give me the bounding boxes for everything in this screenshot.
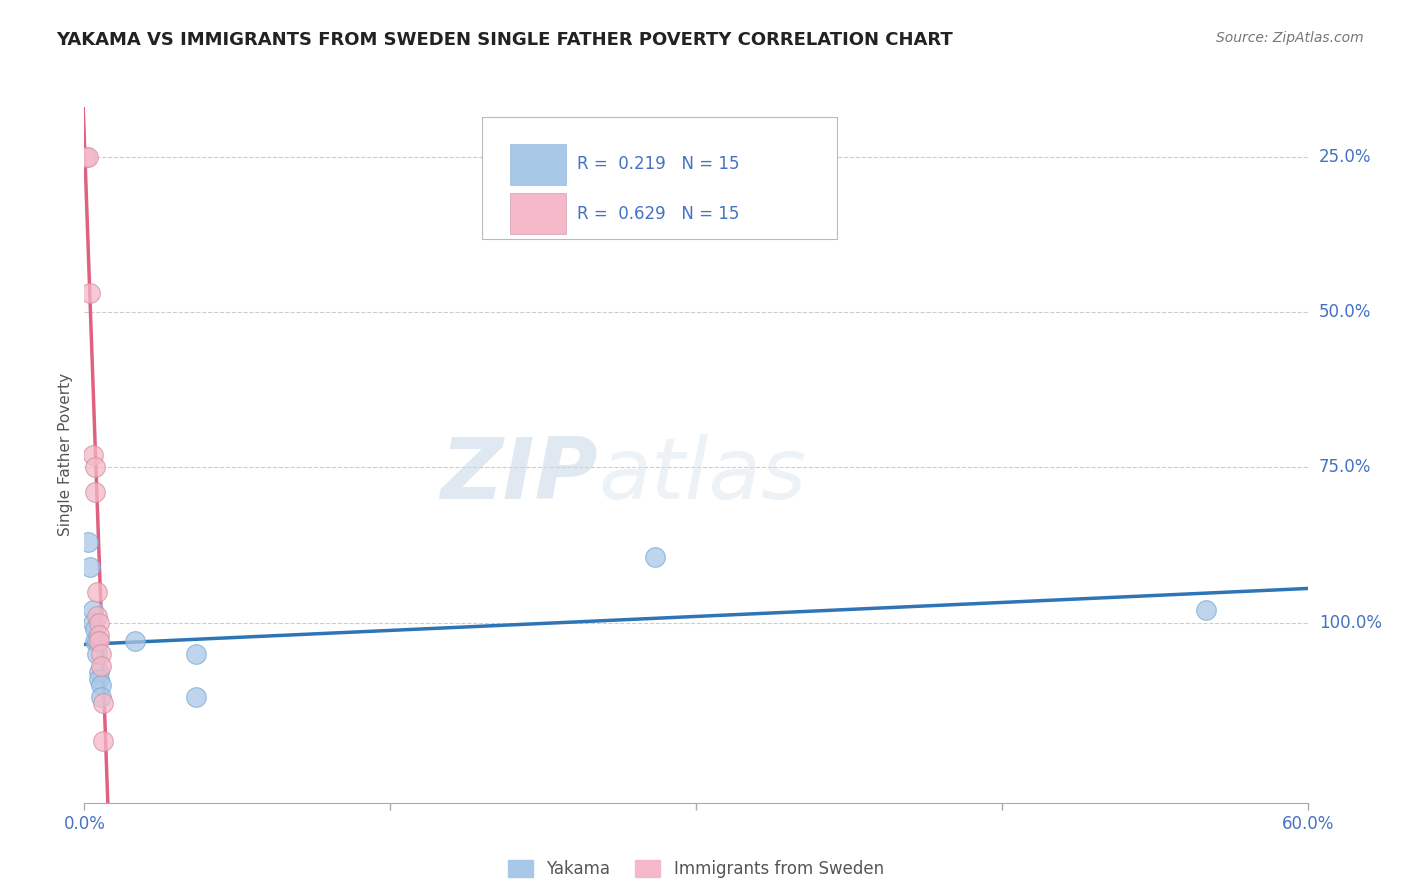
Point [79,559,101,574]
Point [90,690,112,705]
Point [82,448,104,462]
Point [90,647,112,661]
FancyBboxPatch shape [510,194,567,235]
Point [87,672,110,686]
Point [124,634,146,648]
FancyBboxPatch shape [482,118,837,239]
Text: 50.0%: 50.0% [1319,303,1371,321]
Text: R =  0.629   N = 15: R = 0.629 N = 15 [578,205,740,223]
FancyBboxPatch shape [510,144,567,185]
Text: atlas: atlas [598,434,806,517]
Point [75,150,97,164]
Point [87,628,110,642]
Text: R =  0.219   N = 15: R = 0.219 N = 15 [578,155,740,173]
Point [83,634,105,648]
Point [82,603,104,617]
Point [82,615,104,630]
Point [87,665,110,680]
Text: 100.0%: 100.0% [1319,614,1382,632]
Text: ZIP: ZIP [440,434,598,517]
Point [77,150,100,164]
Point [86,609,108,624]
Point [83,485,105,500]
Point [1195,603,1218,617]
Point [86,634,108,648]
Point [91,697,114,711]
Point [87,615,110,630]
Point [83,460,105,475]
Point [77,534,100,549]
Point [90,678,112,692]
Point [91,733,114,747]
Point [186,647,208,661]
Point [186,690,208,705]
Point [86,647,108,661]
Point [79,286,101,301]
Text: 25.0%: 25.0% [1319,148,1371,166]
Point [87,634,110,648]
Point [90,659,112,673]
Y-axis label: Single Father Poverty: Single Father Poverty [58,374,73,536]
Legend: Yakama, Immigrants from Sweden: Yakama, Immigrants from Sweden [502,854,890,885]
Point [86,584,108,599]
Text: YAKAMA VS IMMIGRANTS FROM SWEDEN SINGLE FATHER POVERTY CORRELATION CHART: YAKAMA VS IMMIGRANTS FROM SWEDEN SINGLE … [56,31,953,49]
Text: Source: ZipAtlas.com: Source: ZipAtlas.com [1216,31,1364,45]
Text: 75.0%: 75.0% [1319,458,1371,476]
Point [644,550,666,565]
Point [83,622,105,636]
